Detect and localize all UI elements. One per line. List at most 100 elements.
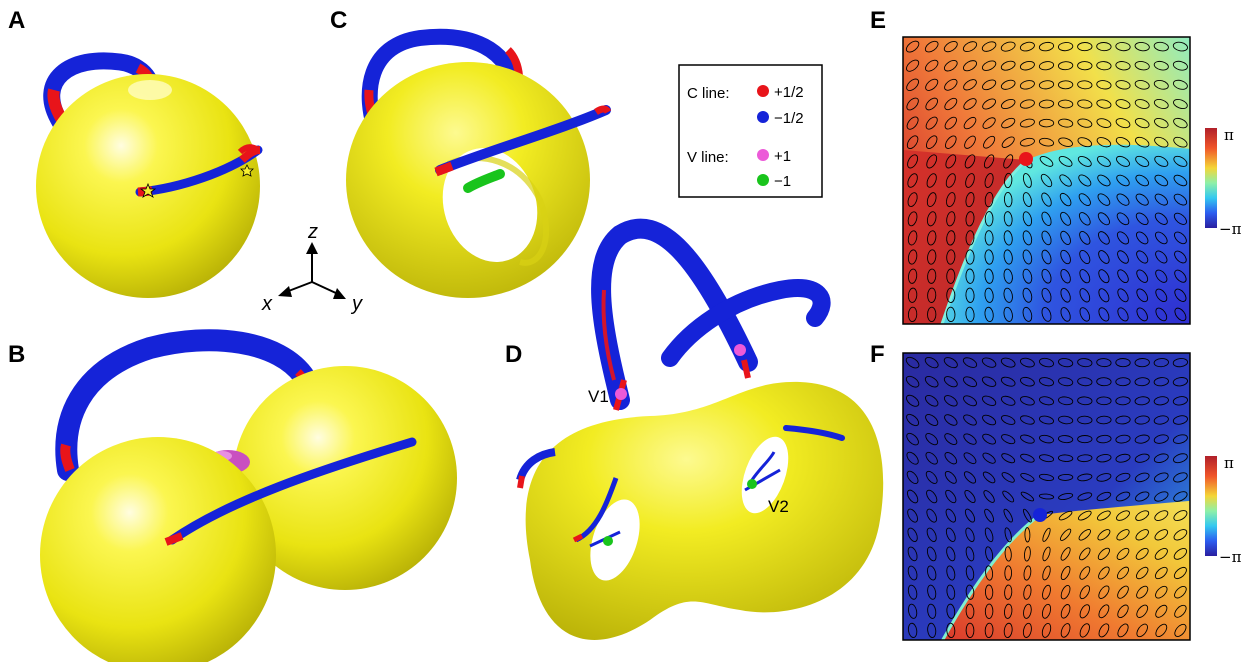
polarization-ellipse [965,603,975,619]
polarization-ellipse [963,452,977,465]
polarization-ellipse [946,306,956,323]
polarization-ellipse [1173,231,1187,245]
polarization-ellipse [1154,193,1168,206]
polarization-ellipse [943,40,958,53]
polarization-ellipse [1174,269,1187,283]
legend: C line: +1/2 −1/2 V line: +1 −1 [678,64,823,198]
polarization-ellipse [1001,117,1016,129]
polarization-ellipse [907,603,918,619]
polarization-ellipse [1060,585,1071,600]
polarization-ellipse [1097,212,1110,226]
polarization-ellipse [1153,358,1169,368]
polarization-ellipse [1174,307,1187,322]
polarization-ellipse [984,191,994,208]
polarization-ellipse [1136,250,1149,264]
polarization-ellipse [1057,61,1074,71]
polarization-ellipse [925,394,939,407]
polarization-ellipse [965,584,975,600]
polarization-ellipse [1172,434,1188,444]
legend-v-minus-marker [757,174,769,186]
polarization-ellipse [1019,99,1035,109]
polarization-ellipse [964,135,976,149]
polarization-ellipse [1003,154,1014,169]
polarization-ellipse [1154,491,1169,502]
polarization-ellipse [1134,472,1150,483]
polarization-ellipse [1096,491,1112,502]
polarization-ellipse [1077,377,1093,387]
polarization-ellipse [1135,566,1149,580]
polarization-ellipse [1077,155,1092,167]
polarization-ellipse [1134,415,1150,425]
polarization-ellipse [1115,137,1131,148]
polarization-ellipse [1135,174,1149,187]
polarization-ellipse [1004,546,1012,562]
polarization-ellipse [1117,288,1129,303]
polarization-ellipse [1077,454,1093,463]
polarization-ellipse [1153,415,1169,425]
colorbar-f: π −π [1205,454,1242,566]
panel-label-f: F [870,341,885,368]
colorbar-e-top: π [1224,126,1234,144]
polarization-ellipse [1022,622,1032,638]
legend-v-plus-marker [757,149,769,161]
polarization-ellipse [1136,307,1148,322]
polarization-ellipse [965,306,975,323]
polarization-ellipse [1020,491,1035,502]
polarization-ellipse [1153,453,1169,463]
polarization-ellipse [907,622,918,638]
polarization-ellipse [1077,473,1093,482]
polarization-ellipse [927,565,937,581]
polarization-ellipse [1077,358,1093,368]
polarization-ellipse [1173,174,1188,187]
polarization-ellipse [945,135,957,149]
polarization-ellipse [1003,287,1013,303]
polarization-ellipse [1057,80,1074,90]
polarization-ellipse [1154,136,1169,148]
polarization-ellipse [1042,565,1051,581]
polarization-ellipse [984,584,994,600]
panel-e-phase-map [902,36,1191,325]
polarization-ellipse [944,433,958,446]
legend-v-line-title: V line: [687,149,729,166]
polarization-ellipse [1077,396,1093,406]
polarization-ellipse [1134,118,1150,129]
polarization-ellipse [965,287,975,303]
polarization-ellipse [1020,472,1035,482]
polarization-ellipse [962,357,978,368]
polarization-ellipse [1117,623,1129,638]
polarization-ellipse [1154,510,1169,521]
polarization-ellipse [1097,510,1111,521]
polarization-ellipse [926,192,937,208]
polarization-ellipse [907,527,918,542]
polarization-ellipse [981,357,997,368]
polarization-ellipse [1022,249,1033,265]
colorbar-e-bottom: −π [1219,220,1242,238]
polarization-ellipse [1077,510,1092,521]
polarization-ellipse [965,192,975,208]
polarization-ellipse [1172,357,1189,368]
polarization-ellipse [944,414,958,426]
polarization-ellipse [962,376,978,388]
polarization-ellipse [946,192,956,208]
polarization-ellipse [1019,357,1035,368]
polarization-ellipse [927,603,937,619]
polarization-ellipse [1155,585,1168,599]
polarization-ellipse [907,249,918,265]
polarization-ellipse [926,508,938,523]
polarization-ellipse [944,97,958,111]
polarization-ellipse [1173,117,1188,129]
polarization-ellipse [1022,508,1032,523]
polarization-ellipse [926,546,937,562]
polarization-ellipse [927,249,937,265]
polarization-ellipse [1041,249,1052,265]
polarization-ellipse [907,154,919,169]
polarization-ellipse [1115,42,1131,52]
polarization-ellipse [983,490,995,503]
polarization-ellipse [1153,41,1169,52]
polarization-ellipse [1098,250,1110,264]
polarization-ellipse [946,622,956,639]
polarization-ellipse [1115,453,1131,463]
polarization-ellipse [1079,269,1091,284]
polarization-ellipse [1057,415,1074,425]
